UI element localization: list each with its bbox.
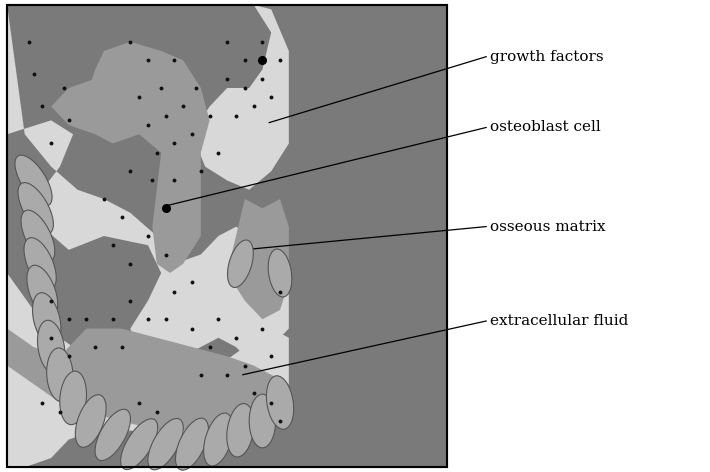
Ellipse shape: [18, 183, 53, 234]
Ellipse shape: [47, 348, 73, 402]
Text: osteoblast cell: osteoblast cell: [490, 120, 601, 135]
Polygon shape: [227, 199, 289, 319]
Ellipse shape: [60, 371, 87, 425]
Polygon shape: [7, 329, 289, 430]
Ellipse shape: [95, 409, 131, 461]
Ellipse shape: [121, 419, 158, 470]
Ellipse shape: [266, 376, 294, 429]
Ellipse shape: [24, 237, 56, 290]
Ellipse shape: [33, 293, 61, 346]
FancyBboxPatch shape: [7, 5, 447, 467]
Text: growth factors: growth factors: [490, 50, 604, 64]
Ellipse shape: [226, 404, 254, 457]
Ellipse shape: [27, 265, 58, 318]
Ellipse shape: [268, 249, 292, 297]
Ellipse shape: [21, 210, 55, 262]
Text: osseous matrix: osseous matrix: [490, 219, 606, 234]
Polygon shape: [51, 79, 113, 134]
Ellipse shape: [75, 395, 106, 447]
Ellipse shape: [38, 320, 65, 374]
Text: extracellular fluid: extracellular fluid: [490, 314, 628, 328]
Polygon shape: [87, 42, 209, 167]
Ellipse shape: [249, 394, 275, 448]
Polygon shape: [7, 5, 289, 365]
Ellipse shape: [204, 413, 233, 466]
Ellipse shape: [175, 418, 209, 470]
Ellipse shape: [15, 155, 52, 206]
Polygon shape: [7, 273, 289, 467]
Ellipse shape: [227, 240, 253, 287]
Polygon shape: [192, 5, 289, 190]
Polygon shape: [153, 134, 201, 273]
Ellipse shape: [148, 419, 183, 470]
